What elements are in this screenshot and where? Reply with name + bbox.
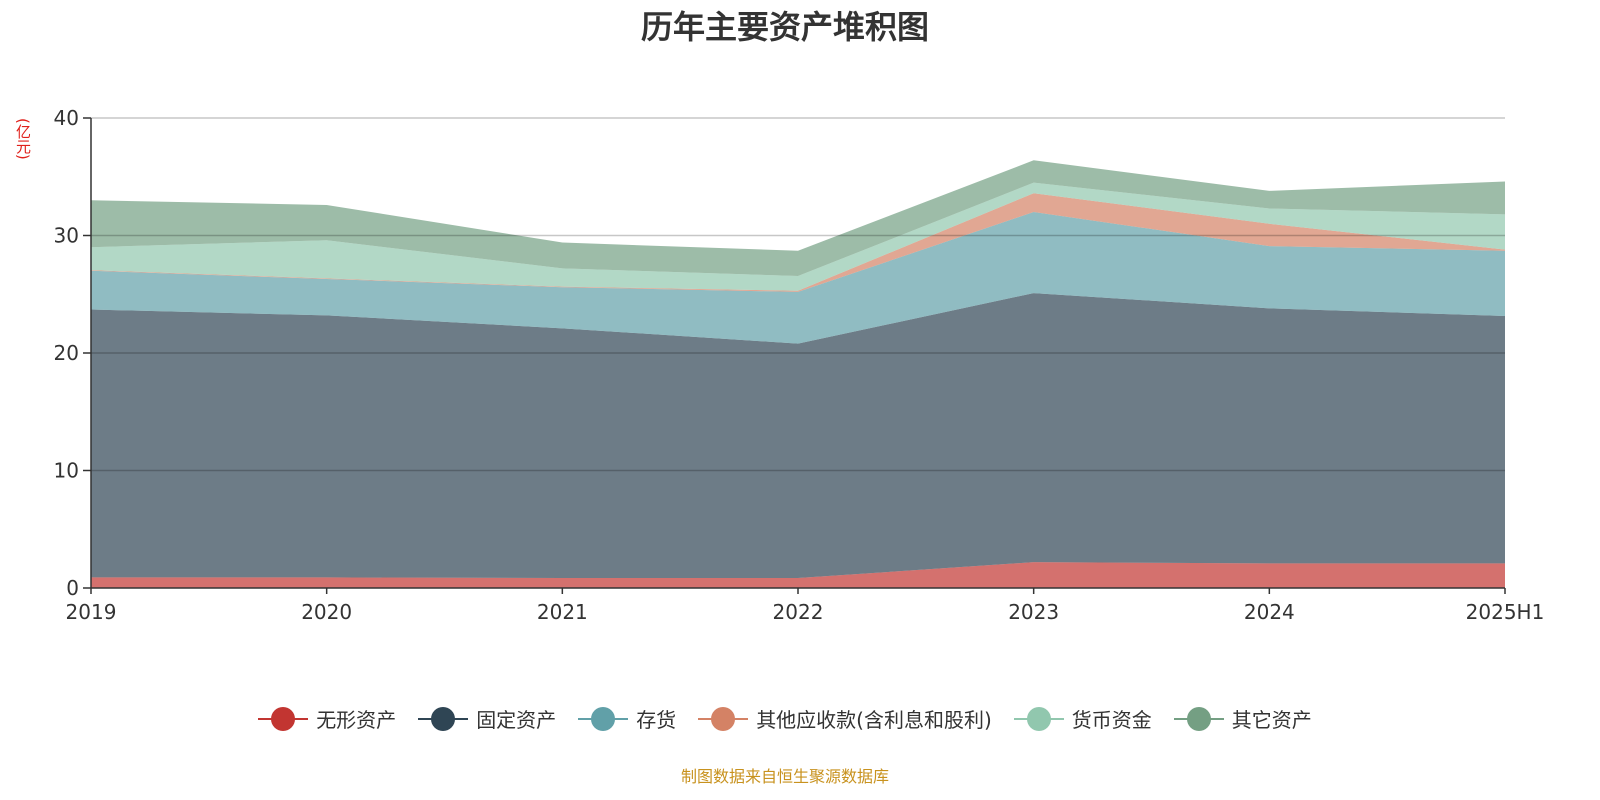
legend-item[interactable]: 其他应收款(含利息和股利) xyxy=(698,704,992,733)
legend-label: 其他应收款(含利息和股利) xyxy=(756,708,992,732)
x-tick-label: 2022 xyxy=(773,600,824,624)
legend-item[interactable]: 存货 xyxy=(578,704,676,733)
legend-label: 货币资金 xyxy=(1071,708,1152,732)
legend-marker-icon xyxy=(1013,706,1064,731)
y-tick-label: 0 xyxy=(66,576,79,600)
area-2 xyxy=(91,212,1505,344)
legend-marker-icon xyxy=(258,706,309,731)
legend-label: 其它资产 xyxy=(1231,708,1312,732)
legend: 无形资产 固定资产 存货 其他应收款(含利息和股利) 货币资金 其它资产 xyxy=(0,704,1570,733)
x-tick-label: 2025H1 xyxy=(1466,600,1545,624)
legend-item[interactable]: 货币资金 xyxy=(1013,704,1152,733)
x-tick-label: 2024 xyxy=(1244,600,1295,624)
area-1 xyxy=(91,293,1505,579)
y-tick-label: 20 xyxy=(54,341,79,365)
legend-label: 固定资产 xyxy=(476,708,557,732)
legend-item[interactable]: 固定资产 xyxy=(418,704,556,733)
y-tick-label: 30 xyxy=(54,224,79,248)
x-tick-label: 2020 xyxy=(301,600,352,624)
legend-label: 存货 xyxy=(636,708,677,732)
y-tick-label: 10 xyxy=(54,459,79,483)
x-tick-label: 2021 xyxy=(537,600,588,624)
legend-item[interactable]: 无形资产 xyxy=(258,704,396,733)
legend-marker-icon xyxy=(578,706,629,731)
y-tick-label: 40 xyxy=(54,106,79,130)
x-tick-label: 2023 xyxy=(1008,600,1059,624)
legend-marker-icon xyxy=(1173,706,1224,731)
legend-item[interactable]: 其它资产 xyxy=(1173,704,1312,733)
legend-marker-icon xyxy=(418,706,469,731)
y-axis-label: (亿元) xyxy=(14,118,32,160)
area-0 xyxy=(91,562,1505,588)
area-4 xyxy=(91,182,1505,291)
chart-title: 历年主要资产堆积图 xyxy=(640,8,929,46)
area-3 xyxy=(91,193,1505,292)
x-tick-label: 2019 xyxy=(66,600,117,624)
area-5 xyxy=(91,160,1505,277)
footer-source: 制图数据来自恒生聚源数据库 xyxy=(680,767,889,786)
legend-marker-icon xyxy=(698,706,749,731)
legend-label: 无形资产 xyxy=(316,708,397,732)
